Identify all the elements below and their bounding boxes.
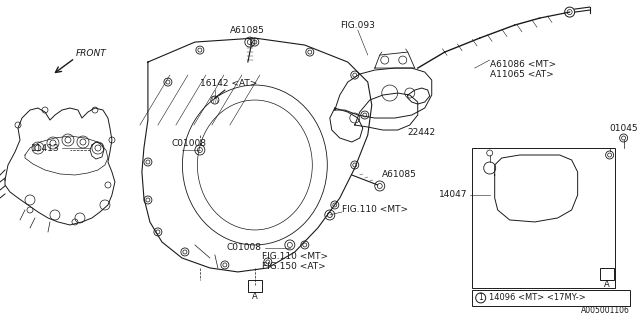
Text: C01008: C01008 (172, 139, 207, 148)
Bar (472, 148, 614, 288)
Bar (600, 268, 614, 280)
Text: C01008: C01008 (227, 244, 262, 252)
Text: A61085: A61085 (382, 171, 417, 180)
Text: 11413: 11413 (31, 143, 60, 153)
Text: 14047: 14047 (439, 190, 468, 199)
Text: FIG.150 <AT>: FIG.150 <AT> (262, 262, 326, 271)
Text: 22442: 22442 (408, 128, 436, 137)
Text: A61085: A61085 (230, 26, 266, 35)
Text: FIG.110 <MT>: FIG.110 <MT> (342, 205, 408, 214)
Text: A: A (604, 280, 609, 289)
Text: A: A (252, 292, 258, 301)
Text: A005001106: A005001106 (580, 306, 630, 315)
Text: FRONT: FRONT (76, 49, 107, 58)
Text: FIG.110 <MT>: FIG.110 <MT> (262, 252, 328, 261)
Text: 16142 <AT>: 16142 <AT> (200, 79, 257, 88)
Text: 14096 <MT> <17MY->: 14096 <MT> <17MY-> (489, 293, 586, 302)
Text: FIG.093: FIG.093 (340, 21, 375, 30)
Bar (248, 280, 262, 292)
Bar (472, 290, 630, 306)
Text: 1: 1 (478, 293, 483, 302)
Text: 01045: 01045 (609, 124, 638, 133)
Text: A61086 <MT>
A11065 <AT>: A61086 <MT> A11065 <AT> (490, 60, 556, 79)
